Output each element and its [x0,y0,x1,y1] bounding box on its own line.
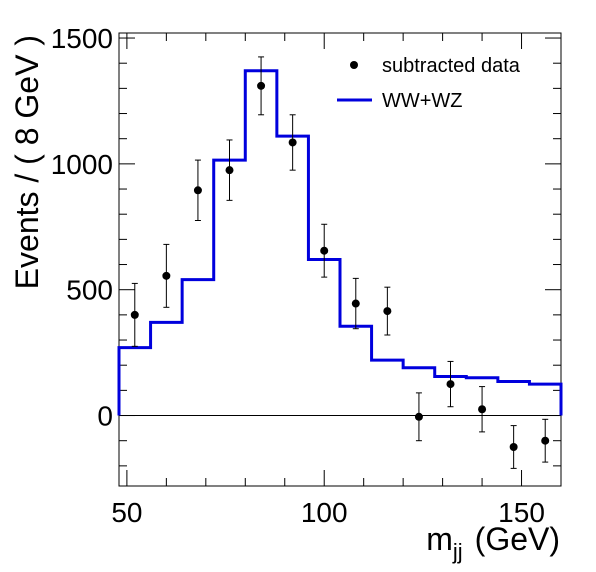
data-point [541,418,550,463]
data-point-marker [130,310,139,319]
legend-label-histogram: WW+WZ [382,90,463,112]
data-point-marker [225,166,234,175]
data-point-marker [446,380,455,389]
data-point-marker [320,246,329,255]
x-tick-label: 150 [498,497,545,528]
histogram-step-line [117,69,563,416]
data-point [320,223,329,278]
x-axis-title-subscript: jj [452,539,463,564]
legend-label-data: subtracted data [382,55,521,77]
x-axis-title-main: m [426,521,453,557]
data-point-marker [383,307,392,316]
x-tick-label: 100 [301,497,348,528]
data-point [193,159,202,221]
axis-ticks [119,33,562,486]
data-points-series [130,56,550,469]
data-point-marker [541,436,550,445]
data-point [446,360,455,408]
legend: subtracted data WW+WZ [337,55,521,112]
data-point-marker [351,299,360,308]
data-point [383,286,392,336]
plot-frame [118,32,562,487]
y-tick-label: 1500 [51,23,113,54]
data-point-marker [414,412,423,421]
data-point-marker [288,138,297,147]
data-point [509,425,518,469]
data-point-marker [509,442,518,451]
data-point-marker [193,186,202,195]
data-point [288,114,297,171]
data-point-marker [162,271,171,280]
data-point [351,277,360,330]
y-tick-label: 0 [97,401,113,432]
data-point [478,386,487,433]
y-tick-label: 500 [66,275,113,306]
y-axis-title: Events / ( 8 GeV ) [9,35,45,289]
x-tick-label: 50 [111,497,142,528]
plot-frame-border [118,32,562,487]
histogram-series [117,69,563,416]
data-point [225,139,234,201]
data-point-marker [257,81,266,90]
x-axis-title-unit: (GeV) [475,521,560,557]
data-point [414,392,423,442]
data-point [257,56,266,116]
x-axis-title: mjj (GeV) [426,521,560,564]
legend-marker-data [350,61,358,69]
data-point-marker [478,405,487,414]
data-point [130,282,139,347]
data-point [162,243,171,308]
y-tick-label: 1000 [51,149,113,180]
